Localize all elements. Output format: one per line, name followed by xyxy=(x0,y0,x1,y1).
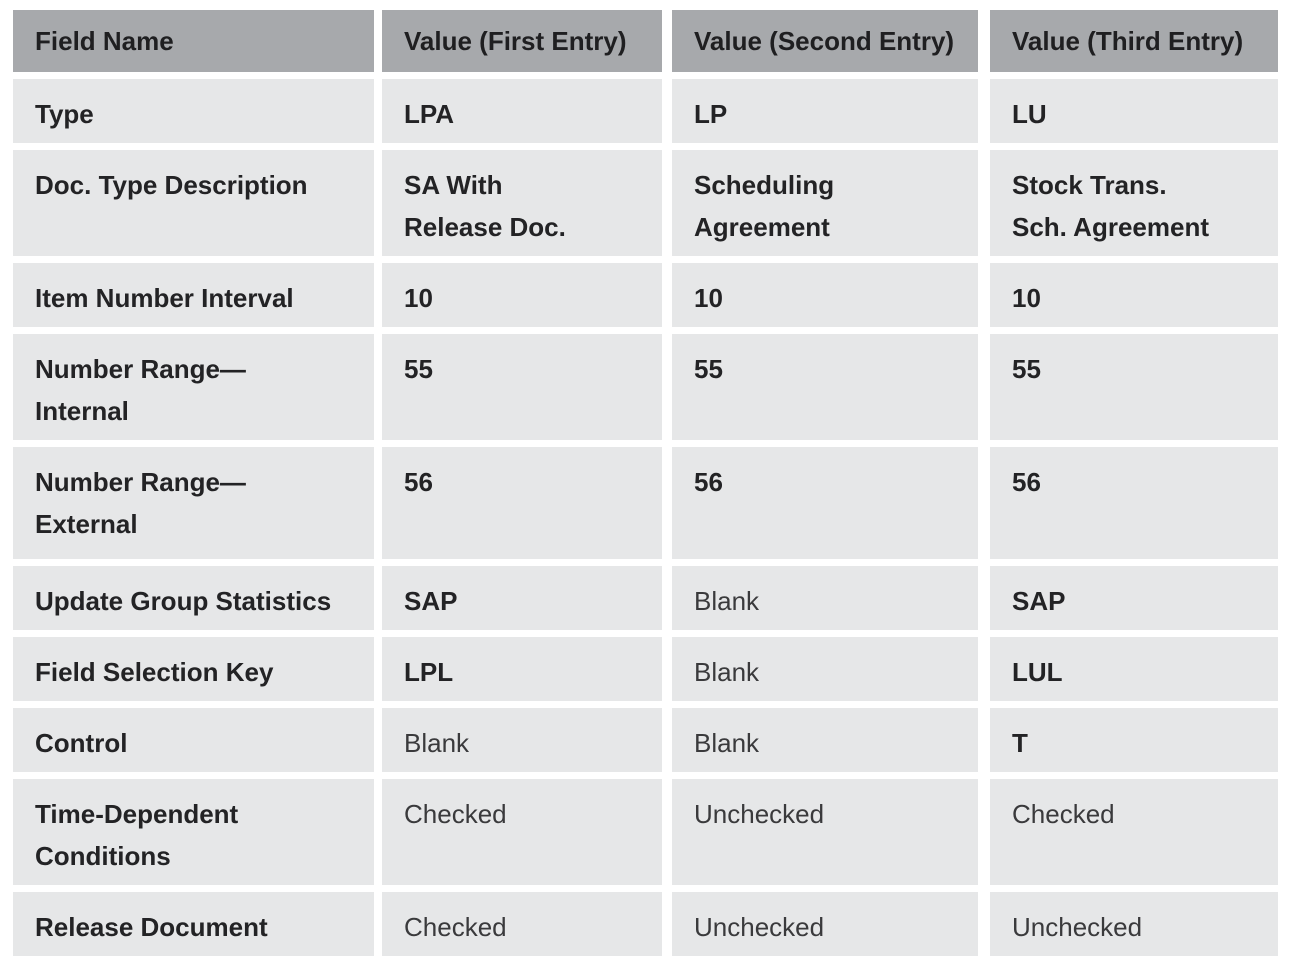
table-row-type: Type LPA LP LU xyxy=(13,79,1278,143)
value-cell: 56 xyxy=(672,447,978,559)
table-row-item-number-interval: Item Number Interval 10 10 10 xyxy=(13,263,1278,327)
value-cell: Unchecked xyxy=(672,779,978,885)
field-name-cell: Release Document xyxy=(13,892,374,956)
field-name-cell: Time-Dependent Conditions xyxy=(13,779,374,885)
field-name-cell: Number Range— Internal xyxy=(13,334,374,440)
column-header-value-third-entry: Value (Third Entry) xyxy=(990,10,1278,72)
value-cell: Blank xyxy=(672,637,978,701)
value-cell: 56 xyxy=(990,447,1278,559)
value-cell: 56 xyxy=(382,447,662,559)
table-row-doc-type-description: Doc. Type Description SA With Release Do… xyxy=(13,150,1278,256)
table-header-row: Field Name Value (First Entry) Value (Se… xyxy=(13,10,1278,72)
table-row-control: Control Blank Blank T xyxy=(13,708,1278,772)
value-cell: SA With Release Doc. xyxy=(382,150,662,256)
value-cell: LU xyxy=(990,79,1278,143)
column-header-field-name: Field Name xyxy=(13,10,374,72)
table-row-field-selection-key: Field Selection Key LPL Blank LUL xyxy=(13,637,1278,701)
value-cell: 10 xyxy=(672,263,978,327)
value-cell: 10 xyxy=(990,263,1278,327)
value-cell: LPA xyxy=(382,79,662,143)
value-cell: 55 xyxy=(672,334,978,440)
field-name-cell: Type xyxy=(13,79,374,143)
column-header-value-second-entry: Value (Second Entry) xyxy=(672,10,978,72)
value-cell: Blank xyxy=(382,708,662,772)
table-row-time-dependent-conditions: Time-Dependent Conditions Checked Unchec… xyxy=(13,779,1278,885)
value-cell: SAP xyxy=(990,566,1278,630)
value-cell: 10 xyxy=(382,263,662,327)
column-header-value-first-entry: Value (First Entry) xyxy=(382,10,662,72)
value-cell: LPL xyxy=(382,637,662,701)
table-row-number-range-internal: Number Range— Internal 55 55 55 xyxy=(13,334,1278,440)
value-cell: Checked xyxy=(382,779,662,885)
value-cell: Blank xyxy=(672,708,978,772)
field-name-cell: Item Number Interval xyxy=(13,263,374,327)
table-row-number-range-external: Number Range— External 56 56 56 xyxy=(13,447,1278,559)
table-row-update-group-statistics: Update Group Statistics SAP Blank SAP xyxy=(13,566,1278,630)
value-cell: Stock Trans. Sch. Agreement xyxy=(990,150,1278,256)
value-cell: T xyxy=(990,708,1278,772)
field-name-cell: Update Group Statistics xyxy=(13,566,374,630)
value-cell: Checked xyxy=(990,779,1278,885)
value-cell: Blank xyxy=(672,566,978,630)
value-cell: Unchecked xyxy=(990,892,1278,956)
value-cell: SAP xyxy=(382,566,662,630)
field-name-cell: Field Selection Key xyxy=(13,637,374,701)
value-cell: 55 xyxy=(990,334,1278,440)
field-name-cell: Control xyxy=(13,708,374,772)
table-row-release-document: Release Document Checked Unchecked Unche… xyxy=(13,892,1278,956)
value-cell: Unchecked xyxy=(672,892,978,956)
value-cell: LP xyxy=(672,79,978,143)
value-cell: LUL xyxy=(990,637,1278,701)
value-cell: Checked xyxy=(382,892,662,956)
value-cell: Scheduling Agreement xyxy=(672,150,978,256)
field-name-cell: Doc. Type Description xyxy=(13,150,374,256)
value-cell: 55 xyxy=(382,334,662,440)
field-name-cell: Number Range— External xyxy=(13,447,374,559)
